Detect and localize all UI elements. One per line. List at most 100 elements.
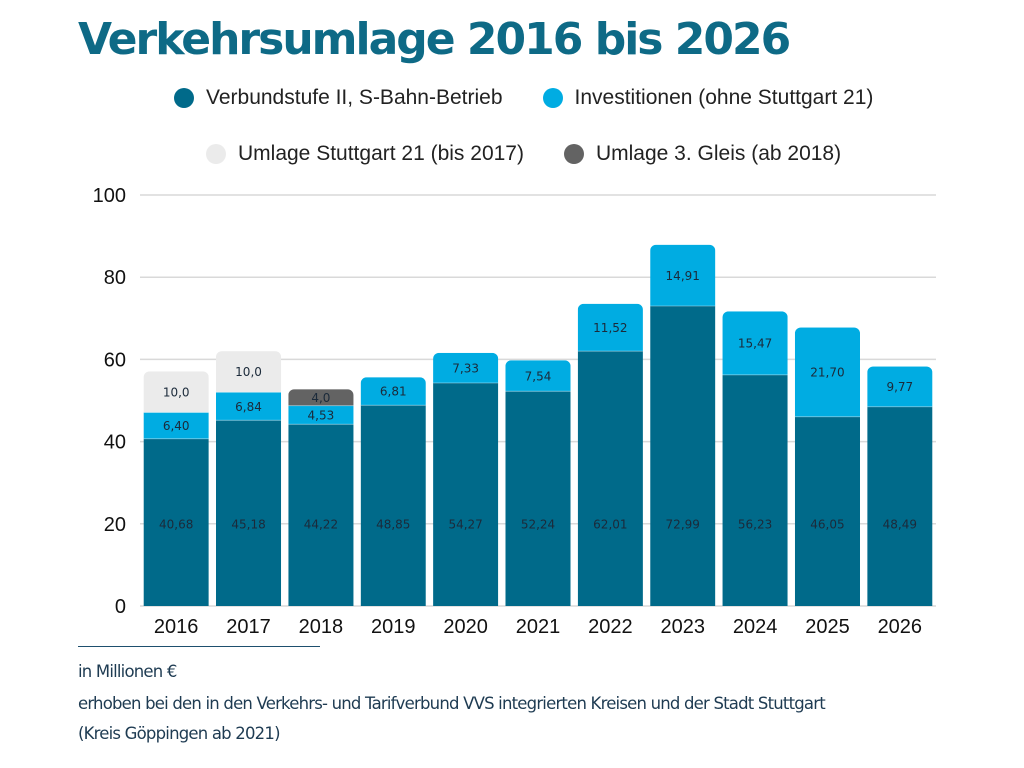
legend-item-3-gleis: Umlage 3. Gleis (ab 2018) [563, 142, 842, 166]
legend-swatch-verbundstufe [174, 88, 194, 108]
y-tick-label: 80 [104, 267, 126, 289]
divider-line [78, 646, 320, 647]
bar-value-label: 6,40 [163, 419, 190, 433]
bar-value-label: 48,85 [376, 517, 410, 531]
bar-segment-investitionen-ohne-stuttgart-21 [722, 311, 788, 375]
bar-segment-verbundstufe-ii-s-bahn-betrieb [722, 374, 788, 606]
bar-value-label: 6,84 [235, 400, 262, 414]
bar-segment-investitionen-ohne-stuttgart-21 [288, 405, 354, 425]
bar-value-label: 48,49 [883, 517, 917, 531]
legend-label: Verbundstufe II, S-Bahn-Betrieb [206, 86, 503, 109]
bar-value-label: 56,23 [738, 517, 772, 531]
bar-value-label: 52,24 [521, 517, 555, 531]
x-tick-label: 2017 [226, 616, 271, 638]
legend-swatch-investitionen [542, 88, 563, 108]
bar-stack-2020: 54,27 7,33 [433, 352, 499, 606]
bar-stack-2026: 48,49 9,77 [867, 366, 933, 606]
bar-value-label: 7,33 [452, 361, 479, 375]
x-tick-label: 2026 [878, 616, 923, 638]
bar-stack-2018: 44,22 4,53 4,0 [288, 389, 354, 606]
bar-stack-2025: 46,05 21,70 [794, 327, 861, 606]
x-tick-label: 2016 [154, 616, 199, 638]
y-tick-label: 0 [115, 596, 126, 618]
legend-label: Umlage 3. Gleis (ab 2018) [595, 142, 842, 165]
legend-swatch-3-gleis [563, 144, 584, 164]
bar-segment-verbundstufe-ii-s-bahn-betrieb [794, 416, 861, 606]
bar-segment-investitionen-ohne-stuttgart-21 [577, 303, 643, 352]
bar-stack-2021: 52,24 7,54 [505, 360, 571, 606]
x-tick-label: 2020 [443, 616, 488, 638]
y-tick-label: 40 [104, 432, 126, 454]
chart-title: Verkehrsumlage 2016 bis 2026 [78, 14, 791, 65]
bar-segment-verbundstufe-ii-s-bahn-betrieb [505, 391, 571, 606]
bar-value-label: 14,91 [666, 269, 700, 283]
y-tick-label: 20 [104, 514, 126, 536]
bars: 40,68 6,40 10,0 45,18 6,84 10,0 44,22 4,53 4,0 48… [143, 244, 933, 606]
bar-segment-umlage-stuttgart-21-bis-2017 [143, 371, 209, 413]
footnote: (Kreis Göppingen ab 2021) [78, 724, 281, 743]
bar-segment-investitionen-ohne-stuttgart-21 [794, 327, 861, 417]
y-axis: 0 20 40 60 80 100 [93, 185, 126, 618]
bar-segment-investitionen-ohne-stuttgart-21 [650, 244, 716, 307]
bar-value-label: 10,0 [163, 385, 190, 399]
legend-row-1: Verbundstufe II, S-Bahn-Betrieb Investit… [174, 86, 913, 110]
x-tick-label: 2018 [299, 616, 344, 638]
bar-segment-verbundstufe-ii-s-bahn-betrieb [650, 306, 716, 606]
source-note: erhoben bei den in den Verkehrs- und Tar… [78, 694, 826, 713]
x-tick-label: 2024 [733, 616, 778, 638]
bar-value-label: 45,18 [231, 517, 265, 531]
bar-value-label: 21,70 [810, 366, 844, 380]
bar-segment-verbundstufe-ii-s-bahn-betrieb [288, 424, 354, 606]
bar-value-label: 9,77 [886, 380, 913, 394]
legend-item-investitionen: Investitionen (ohne Stuttgart 21) [542, 86, 874, 110]
bar-segment-umlage-stuttgart-21-bis-2017 [215, 351, 282, 393]
bar-value-label: 4,53 [308, 408, 335, 422]
bar-value-label: 15,47 [738, 337, 772, 351]
x-tick-label: 2021 [516, 616, 561, 638]
x-tick-label: 2025 [805, 616, 850, 638]
bar-value-label: 72,99 [666, 517, 700, 531]
unit-note: in Millionen € [78, 662, 177, 681]
y-tick-label: 60 [104, 349, 126, 371]
x-axis: 2016 2017 2018 2019 2020 2021 2022 2023 2024 2025… [154, 616, 922, 638]
bar-stack-2017: 45,18 6,84 10,0 [215, 351, 282, 606]
bar-value-label: 6,81 [380, 385, 407, 399]
bar-segment-verbundstufe-ii-s-bahn-betrieb [360, 405, 426, 606]
bar-value-label: 44,22 [304, 517, 338, 531]
x-tick-label: 2019 [371, 616, 416, 638]
bar-segment-verbundstufe-ii-s-bahn-betrieb [215, 420, 282, 606]
legend-label: Umlage Stuttgart 21 (bis 2017) [238, 142, 524, 165]
legend-label: Investitionen (ohne Stuttgart 21) [574, 86, 874, 109]
bar-segment-investitionen-ohne-stuttgart-21 [143, 412, 209, 439]
bar-value-label: 7,54 [525, 369, 552, 383]
bar-segment-verbundstufe-ii-s-bahn-betrieb [867, 406, 933, 606]
bar-segment-verbundstufe-ii-s-bahn-betrieb [433, 382, 499, 606]
x-tick-label: 2022 [588, 616, 633, 638]
bar-stack-2024: 56,23 15,47 [722, 311, 788, 606]
y-tick-label: 100 [93, 185, 126, 207]
bar-value-label: 11,52 [593, 321, 627, 335]
bar-value-label: 54,27 [448, 517, 482, 531]
legend-row-2: Umlage Stuttgart 21 (bis 2017) Umlage 3.… [206, 142, 881, 166]
bar-stack-2016: 40,68 6,40 10,0 [143, 371, 209, 606]
bar-segment-investitionen-ohne-stuttgart-21 [433, 352, 499, 383]
bar-segment-umlage-3-gleis-ab-2018 [288, 389, 354, 406]
bar-value-label: 62,01 [593, 517, 627, 531]
bar-segment-verbundstufe-ii-s-bahn-betrieb [577, 351, 643, 606]
legend-item-stuttgart21: Umlage Stuttgart 21 (bis 2017) [206, 142, 524, 166]
bar-segment-investitionen-ohne-stuttgart-21 [505, 360, 571, 392]
bar-segment-verbundstufe-ii-s-bahn-betrieb [143, 438, 209, 606]
bar-segment-investitionen-ohne-stuttgart-21 [867, 366, 933, 407]
legend-item-verbundstufe: Verbundstufe II, S-Bahn-Betrieb [174, 86, 503, 110]
bar-value-label: 10,0 [235, 365, 262, 379]
bar-stack-2019: 48,85 6,81 [360, 377, 426, 606]
legend-swatch-stuttgart21 [206, 144, 226, 164]
bar-stack-2022: 62,01 11,52 [577, 303, 643, 606]
bar-value-label: 4,0 [311, 391, 330, 405]
bar-value-label: 40,68 [159, 517, 193, 531]
bar-segment-investitionen-ohne-stuttgart-21 [360, 377, 426, 406]
bar-segment-investitionen-ohne-stuttgart-21 [215, 392, 282, 421]
bar-stack-2023: 72,99 14,91 [650, 244, 716, 606]
bar-value-label: 46,05 [810, 517, 844, 531]
